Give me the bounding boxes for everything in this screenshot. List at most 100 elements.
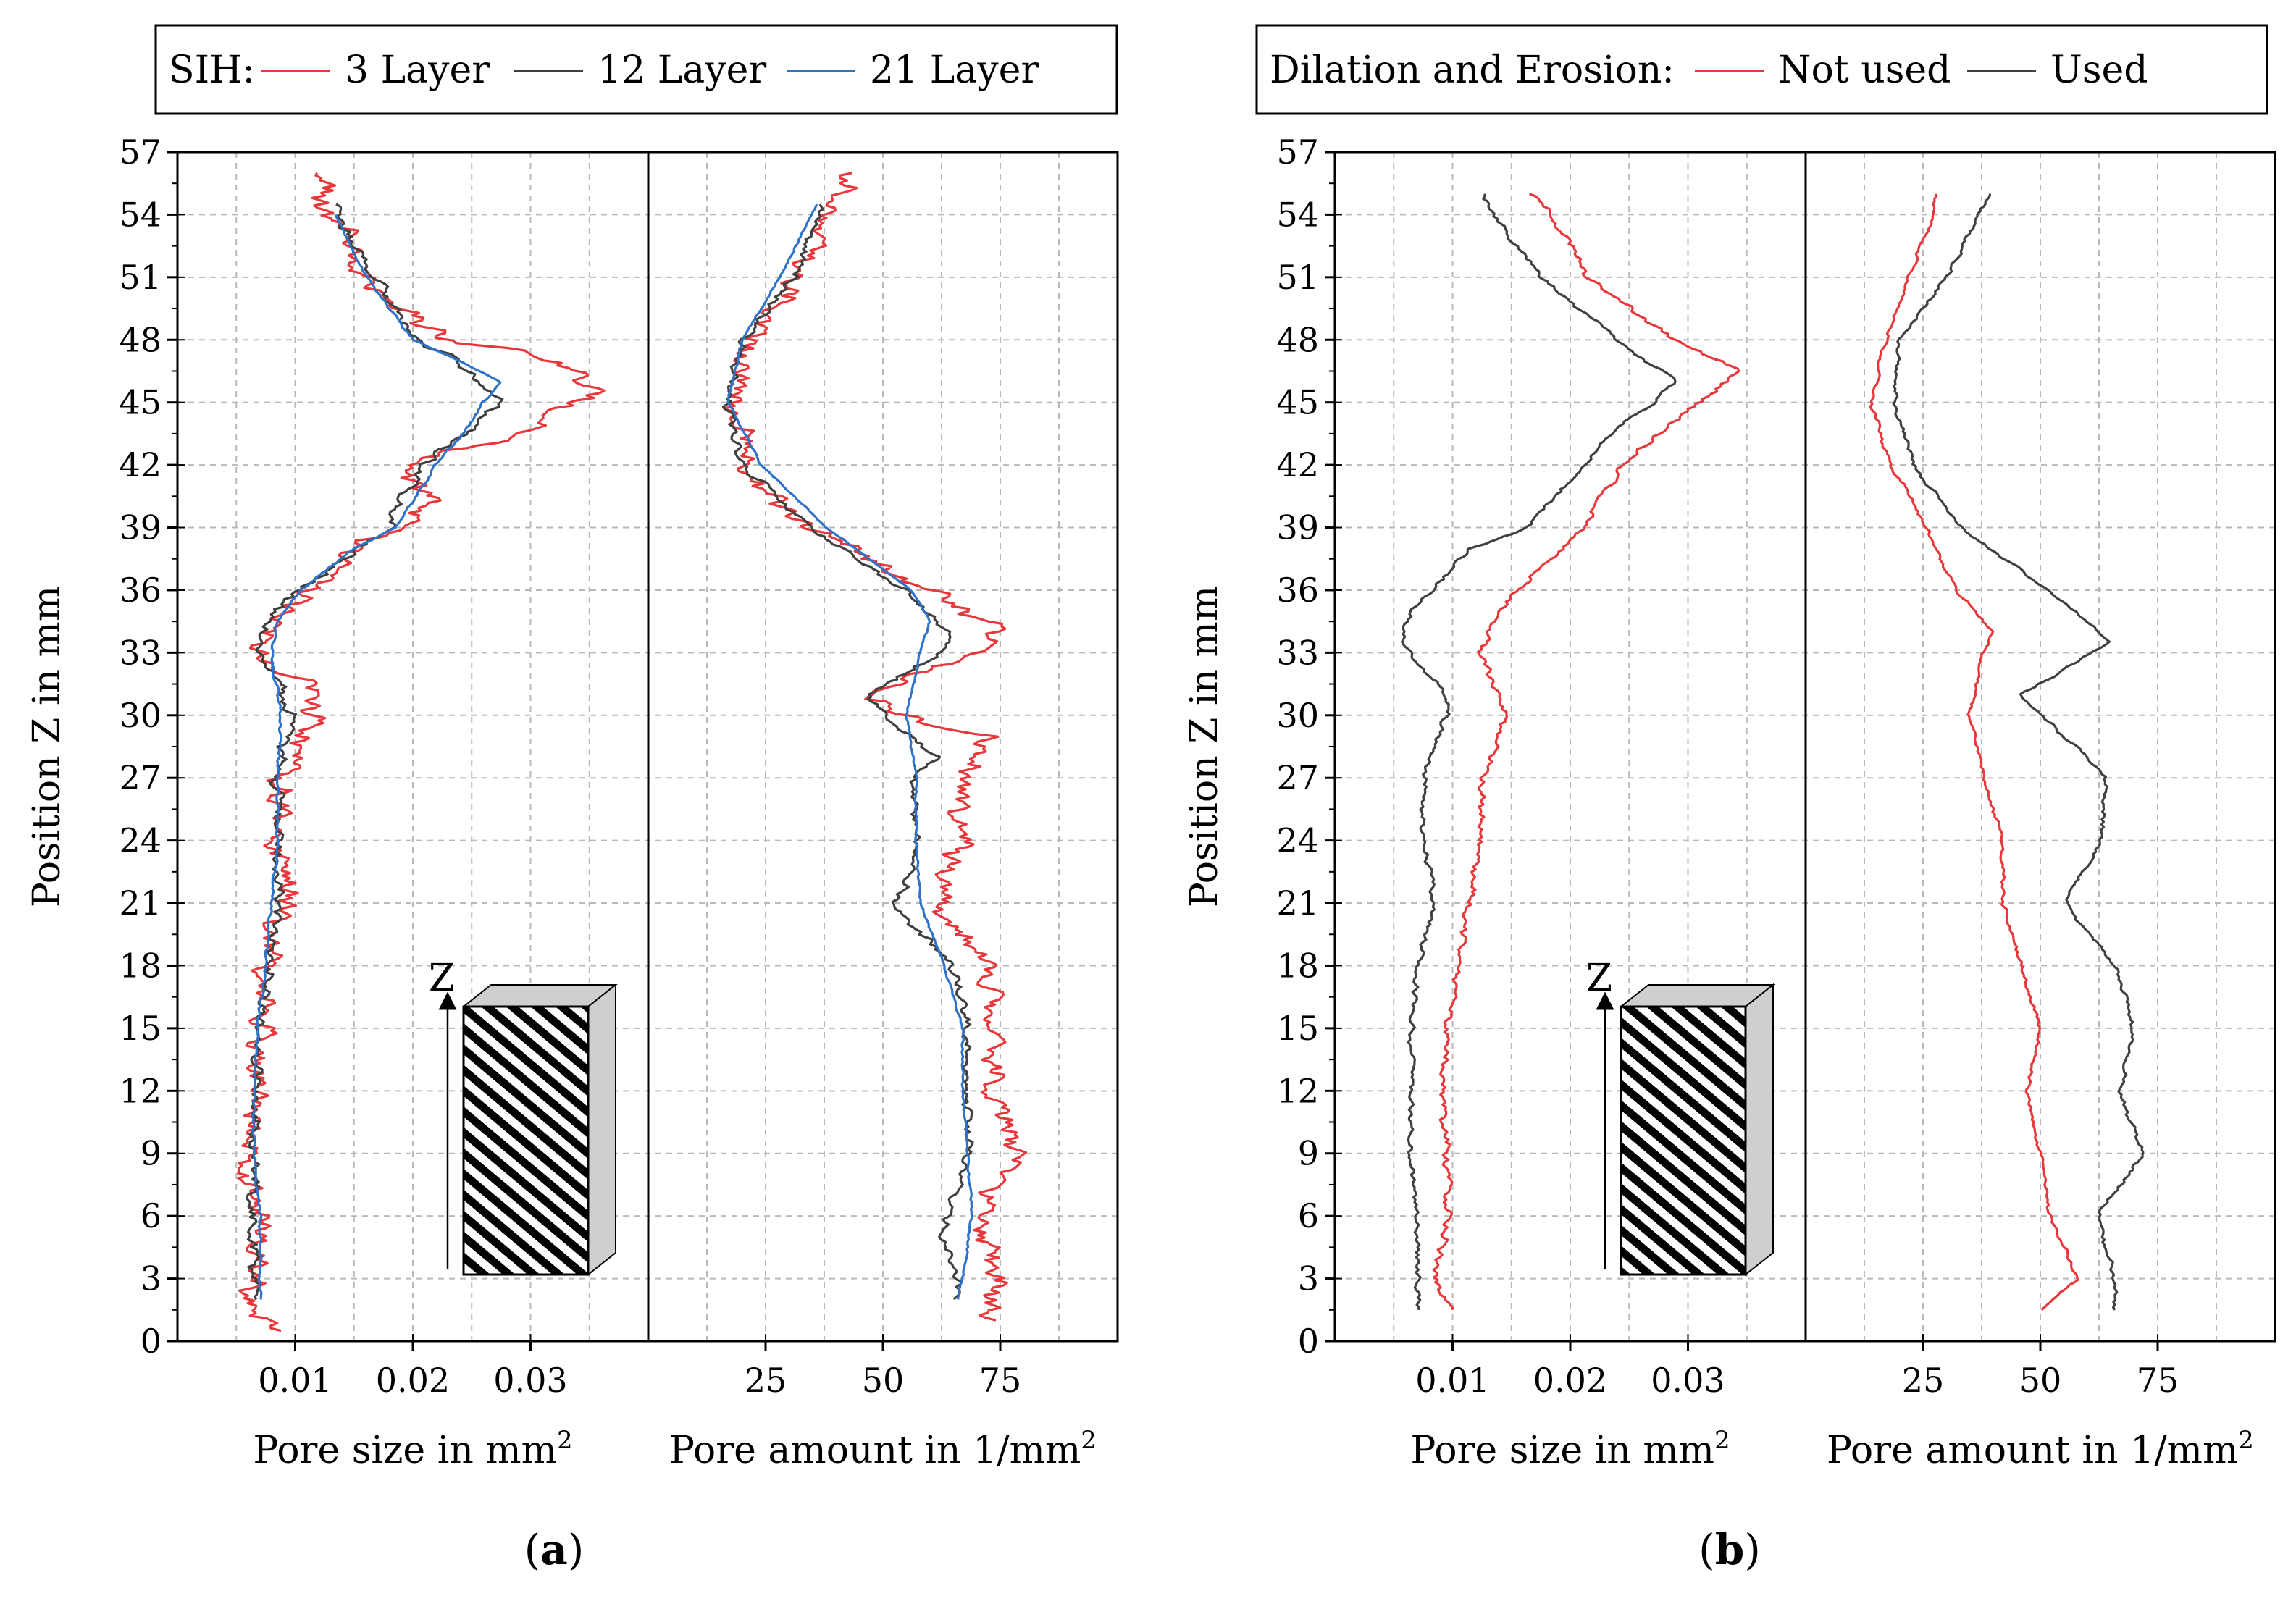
y-tick-label: 30 bbox=[1276, 696, 1319, 735]
caption-paren-open: ( bbox=[1698, 1525, 1715, 1574]
y-tick-label: 24 bbox=[119, 821, 162, 860]
x-axis-title: Pore amount in 1/mm2 bbox=[669, 1426, 1097, 1472]
y-tick-label: 30 bbox=[119, 696, 162, 735]
y-tick-label: 57 bbox=[119, 133, 162, 172]
y-tick-label: 39 bbox=[1276, 508, 1319, 547]
y-tick-label: 15 bbox=[1276, 1009, 1319, 1048]
series-line-12-layer bbox=[721, 203, 974, 1301]
y-tick-label: 33 bbox=[1276, 633, 1319, 672]
y-tick-label: 27 bbox=[1276, 758, 1319, 797]
legend-entry-0: 3 Layer bbox=[345, 49, 490, 92]
chart-b: Dilation and Erosion: Not used Used0369121… bbox=[1183, 24, 2276, 1574]
x-axis-1: 0.01 0.02 0.03 Pore size in mm2 bbox=[253, 1334, 573, 1472]
caption-paren-close: ) bbox=[1744, 1525, 1761, 1574]
y-tick-label: 12 bbox=[119, 1071, 162, 1110]
legend-prefix: SIH: bbox=[169, 49, 255, 92]
y-tick-label: 9 bbox=[141, 1134, 162, 1173]
series-line-not-used bbox=[1432, 193, 1740, 1310]
y-tick-label: 6 bbox=[141, 1196, 162, 1235]
series-line-3-layer bbox=[723, 172, 1028, 1322]
x-axis-title: Pore size in mm2 bbox=[253, 1426, 572, 1472]
legend: SIH: 3 Layer 12 Layer 21 Layer bbox=[154, 24, 1118, 115]
y-tick-label: 12 bbox=[1276, 1071, 1319, 1110]
x-axis-title: Pore amount in 1/mm2 bbox=[1827, 1426, 2254, 1472]
x-tick-label: 50 bbox=[2019, 1361, 2062, 1400]
y-tick-label: 15 bbox=[119, 1009, 162, 1048]
series-line-used bbox=[1892, 193, 2145, 1311]
y-tick-label: 24 bbox=[1276, 821, 1319, 860]
y-tick-label: 54 bbox=[119, 195, 162, 234]
y-tick-label: 0 bbox=[141, 1322, 162, 1361]
y-tick-label: 54 bbox=[1276, 195, 1319, 234]
inset-block: Z bbox=[429, 957, 618, 1277]
inset-z-label: Z bbox=[429, 957, 455, 1000]
series-line-12-layer bbox=[246, 203, 504, 1301]
y-tick-label: 51 bbox=[1276, 258, 1319, 297]
x-axis-title-superscript: 2 bbox=[1081, 1426, 1097, 1455]
inset-block-front bbox=[462, 1005, 590, 1276]
x-tick-label: 50 bbox=[862, 1361, 905, 1400]
caption-paren-open: ( bbox=[524, 1525, 541, 1574]
y-tick-label: 45 bbox=[1276, 383, 1319, 422]
x-axis-title-superscript: 2 bbox=[557, 1426, 573, 1455]
legend-entry-0: Not used bbox=[1778, 49, 1951, 92]
series-line-3-layer bbox=[237, 172, 606, 1332]
x-axis-1: 0.01 0.02 0.03 Pore size in mm2 bbox=[1410, 1334, 1730, 1472]
y-tick-label: 9 bbox=[1298, 1134, 1319, 1173]
y-axis: 036912151821242730333639424548515457Posi… bbox=[25, 133, 185, 1361]
legend-entry-1: Used bbox=[2050, 49, 2148, 92]
y-tick-label: 3 bbox=[1298, 1259, 1319, 1298]
x-axis-title-superscript: 2 bbox=[1714, 1426, 1730, 1455]
figure-caption: (a) bbox=[524, 1525, 585, 1574]
caption-label: b bbox=[1715, 1525, 1745, 1574]
series-line-21-layer bbox=[726, 203, 973, 1300]
series-line-not-used bbox=[1869, 193, 2079, 1311]
legend-entry-2: 21 Layer bbox=[870, 49, 1039, 92]
y-tick-label: 18 bbox=[119, 946, 162, 985]
inset-block: Z bbox=[1586, 957, 1775, 1277]
x-tick-label: 0.02 bbox=[376, 1361, 450, 1400]
inset-block-front bbox=[1620, 1005, 1747, 1276]
legend-prefix: Dilation and Erosion: bbox=[1270, 49, 1675, 92]
x-tick-label: 0.01 bbox=[258, 1361, 332, 1400]
y-tick-label: 45 bbox=[119, 383, 162, 422]
x-axis-title-superscript: 2 bbox=[2238, 1426, 2254, 1455]
chart-a: SIH: 3 Layer 12 Layer 21 Layer0369121518212… bbox=[25, 24, 1119, 1574]
x-tick-label: 75 bbox=[979, 1361, 1022, 1400]
inset-block-side bbox=[1745, 983, 1774, 1277]
x-tick-label: 75 bbox=[2137, 1361, 2179, 1400]
y-axis-title: Position Z in mm bbox=[25, 586, 69, 907]
panel-2-series bbox=[1869, 193, 2145, 1311]
x-tick-label: 25 bbox=[1902, 1361, 1945, 1400]
panel-1-series bbox=[237, 172, 606, 1332]
y-tick-label: 21 bbox=[1276, 883, 1319, 923]
y-tick-label: 6 bbox=[1298, 1196, 1319, 1235]
x-axis-2: 25 50 75 Pore amount in 1/mm2 bbox=[1827, 1334, 2254, 1472]
panel-1-series bbox=[1401, 193, 1740, 1311]
y-tick-label: 51 bbox=[119, 258, 162, 297]
x-tick-label: 25 bbox=[745, 1361, 787, 1400]
caption-paren-close: ) bbox=[568, 1525, 585, 1574]
y-tick-label: 27 bbox=[119, 758, 162, 797]
series-line-21-layer bbox=[251, 214, 502, 1300]
y-tick-label: 48 bbox=[1276, 320, 1319, 359]
y-tick-label: 42 bbox=[1276, 445, 1319, 484]
y-tick-label: 36 bbox=[119, 571, 162, 610]
y-axis-title: Position Z in mm bbox=[1183, 586, 1226, 907]
x-axis-2: 25 50 75 Pore amount in 1/mm2 bbox=[669, 1334, 1097, 1472]
panel-2-series bbox=[721, 172, 1028, 1322]
y-tick-label: 21 bbox=[119, 883, 162, 923]
y-tick-label: 36 bbox=[1276, 571, 1319, 610]
x-tick-label: 0.03 bbox=[493, 1361, 567, 1400]
y-tick-label: 33 bbox=[119, 633, 162, 672]
y-tick-label: 57 bbox=[1276, 133, 1319, 172]
inset-z-label: Z bbox=[1586, 957, 1612, 1000]
y-tick-label: 18 bbox=[1276, 946, 1319, 985]
y-tick-label: 3 bbox=[141, 1259, 162, 1298]
x-tick-label: 0.01 bbox=[1415, 1361, 1489, 1400]
legend: Dilation and Erosion: Not used Used bbox=[1255, 24, 2268, 115]
y-tick-label: 48 bbox=[119, 320, 162, 359]
caption-label: a bbox=[540, 1525, 568, 1574]
series-line-used bbox=[1401, 193, 1677, 1311]
